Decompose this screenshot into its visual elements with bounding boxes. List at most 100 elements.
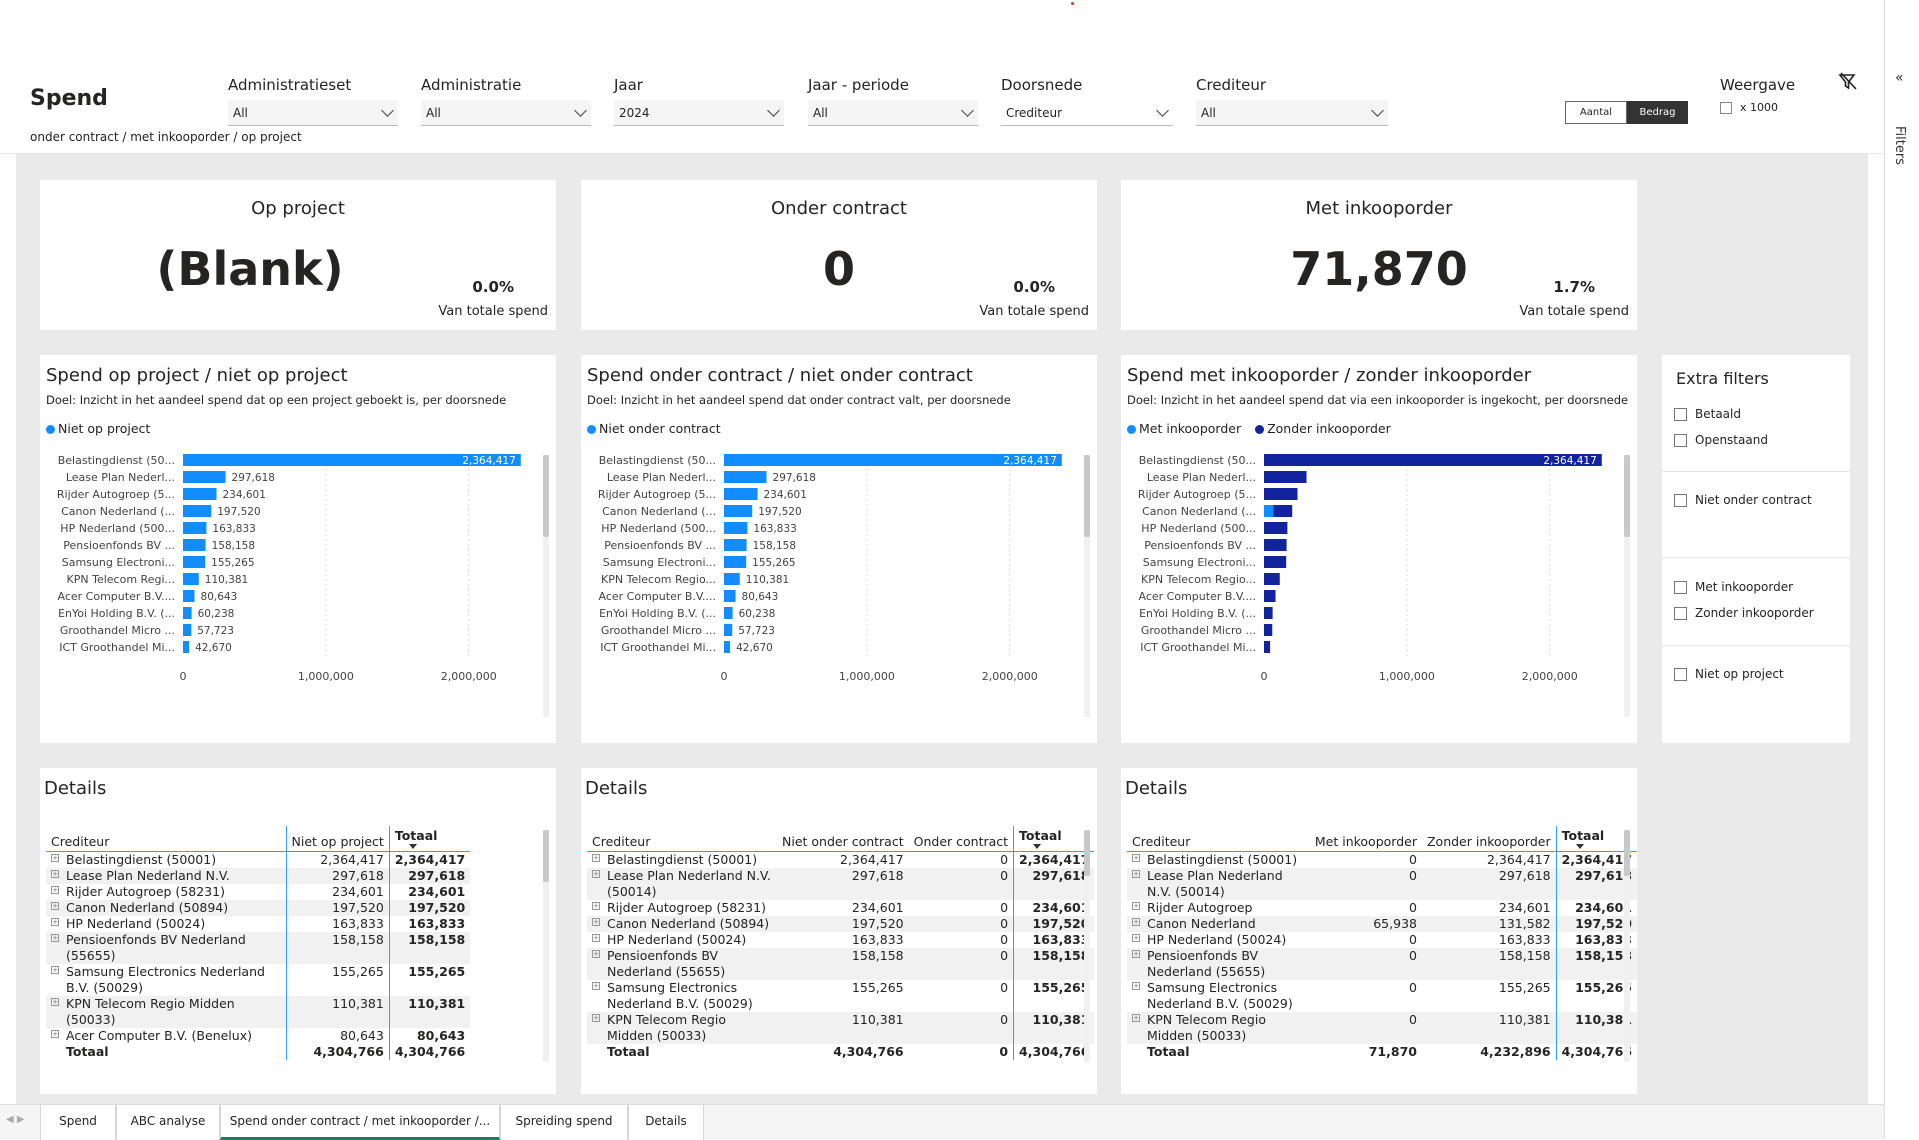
expand-icon[interactable]: + [1132, 1014, 1140, 1022]
table-row[interactable]: + Lease Plan Nederland N.V. (50014) 297,61… [587, 868, 1095, 900]
column-header[interactable]: Crediteur [46, 826, 287, 852]
table-row[interactable]: + Samsung Electronics Nederland B.V. (500… [587, 980, 1094, 1012]
legend-item[interactable]: Niet onder contract [587, 421, 721, 436]
clear-filters-icon[interactable] [1838, 72, 1858, 92]
column-header[interactable]: Zonder inkooporder [1421, 826, 1557, 852]
table-scrollbar[interactable] [543, 830, 549, 1062]
column-header[interactable]: Crediteur [1127, 826, 1310, 852]
slicer-crediteur[interactable]: Crediteur All [1196, 76, 1388, 126]
column-header[interactable]: Totaal [1556, 826, 1637, 852]
table-row[interactable]: + KPN Telecom Regio Midden (50033) 110,381… [587, 1012, 1095, 1044]
table-row[interactable]: + Rijder Autogroep 0 234,601 234,601 [1127, 900, 1637, 916]
slicer-administratie[interactable]: Administratie All [421, 76, 591, 126]
expand-icon[interactable]: + [51, 1030, 59, 1038]
legend-item[interactable]: Zonder inkooporder [1255, 421, 1391, 436]
table-row[interactable]: + Rijder Autogroep (58231) 234,601 0 234,601 [587, 900, 1094, 916]
legend-item[interactable]: Niet op project [46, 421, 150, 436]
chart-scrollbar[interactable] [1084, 455, 1090, 717]
slicer-administratieset[interactable]: Administratieset All [228, 76, 398, 126]
sort-descending-icon[interactable] [408, 844, 417, 849]
tab-nav-arrows-icon[interactable]: ◀ ▶ [6, 1114, 25, 1125]
checkbox[interactable] [1674, 668, 1687, 681]
sort-descending-icon[interactable] [1575, 844, 1584, 849]
expand-icon[interactable]: + [51, 902, 59, 910]
expand-icon[interactable]: + [1132, 902, 1140, 910]
column-header[interactable]: Met inkooporder [1309, 826, 1422, 852]
scrollbar-thumb[interactable] [1624, 830, 1630, 876]
table-row[interactable]: + KPN Telecom Regio Midden (50033) 0 110,38… [1127, 1012, 1637, 1044]
table-row[interactable]: + HP Nederland (50024) 0 163,833 163,833 [1127, 932, 1637, 948]
table-row[interactable]: + Acer Computer B.V. (Benelux) 80,643 80,64… [46, 1028, 470, 1044]
column-header[interactable]: Onder contract [908, 826, 1015, 852]
scrollbar-thumb[interactable] [543, 830, 549, 882]
expand-icon[interactable]: + [592, 934, 600, 942]
table-row[interactable]: + Belastingdienst (50001) 2,364,417 0 2,364,… [587, 851, 1094, 868]
slicer-doorsnede[interactable]: Doorsnede Crediteur [1001, 76, 1173, 126]
collapse-icon[interactable]: « [1895, 70, 1904, 86]
expand-icon[interactable]: + [51, 870, 59, 878]
filter-niet-onder-contract[interactable]: Niet onder contract [1674, 493, 1812, 507]
expand-icon[interactable]: + [51, 886, 59, 894]
table-row[interactable]: + Pensioenfonds BV Nederland (55655) 0 158,… [1127, 948, 1637, 980]
table-row[interactable]: + Lease Plan Nederland N.V. 297,618 297,618 [46, 868, 471, 884]
slicer-jaar-periode[interactable]: Jaar - periode All [808, 76, 978, 126]
x1000-checkbox[interactable] [1720, 102, 1732, 114]
expand-icon[interactable]: + [51, 934, 59, 942]
column-header[interactable]: Totaal [1013, 826, 1095, 852]
tab-spend[interactable]: Spend [40, 1105, 116, 1140]
chart-scrollbar[interactable] [1624, 455, 1630, 717]
table-row[interactable]: + Samsung Electronics Nederland B.V. (500… [1127, 980, 1637, 1012]
legend-item[interactable]: Met inkooporder [1127, 421, 1241, 436]
total-row[interactable]: Totaal 71,870 4,232,896 4,304,766 [1127, 1044, 1637, 1060]
column-header[interactable]: Niet onder contract [777, 826, 909, 852]
slicer-dropdown[interactable]: All [1196, 100, 1388, 126]
table-row[interactable]: + Belastingdienst (50001) 2,364,417 2,364,4… [46, 851, 470, 868]
tab-abc-analyse[interactable]: ABC analyse [116, 1105, 220, 1140]
tab-spend-onder-contract[interactable]: Spend onder contract / met inkooporder /… [220, 1105, 500, 1140]
slicer-dropdown[interactable]: All [808, 100, 978, 126]
table-row[interactable]: + Rijder Autogroep (58231) 234,601 234,601 [46, 884, 470, 900]
filter-pane[interactable]: « Filters [1884, 0, 1919, 1139]
expand-icon[interactable]: + [1132, 870, 1140, 878]
expand-icon[interactable]: + [592, 870, 600, 878]
table-scrollbar[interactable] [1084, 830, 1090, 1062]
checkbox[interactable] [1674, 434, 1687, 447]
expand-icon[interactable]: + [592, 854, 600, 862]
expand-icon[interactable]: + [51, 854, 59, 862]
total-row[interactable]: Totaal 4,304,766 0 4,304,766 [587, 1044, 1094, 1060]
checkbox[interactable] [1674, 607, 1687, 620]
expand-icon[interactable]: + [592, 1014, 600, 1022]
table-row[interactable]: + Samsung Electronics Nederland B.V. (500… [46, 964, 470, 996]
slicer-dropdown[interactable]: 2024 [614, 100, 784, 126]
tab-spreiding-spend[interactable]: Spreiding spend [500, 1105, 628, 1140]
bedrag-button[interactable]: Bedrag [1627, 101, 1688, 124]
scrollbar-thumb[interactable] [1084, 455, 1090, 537]
expand-icon[interactable]: + [1132, 982, 1140, 990]
table-row[interactable]: + HP Nederland (50024) 163,833 0 163,833 [587, 932, 1094, 948]
filter-niet-op-project[interactable]: Niet op project [1674, 667, 1784, 681]
checkbox[interactable] [1674, 494, 1687, 507]
expand-icon[interactable]: + [51, 966, 59, 974]
tab-details[interactable]: Details [628, 1105, 704, 1140]
expand-icon[interactable]: + [1132, 854, 1140, 862]
expand-icon[interactable]: + [51, 998, 59, 1006]
table-row[interactable]: + Canon Nederland 65,938 131,582 197,520 [1127, 916, 1637, 932]
column-header[interactable]: Crediteur [587, 826, 777, 852]
expand-icon[interactable]: + [592, 918, 600, 926]
table-row[interactable]: + Pensioenfonds BV Nederland (55655) 158,1… [587, 948, 1095, 980]
expand-icon[interactable]: + [592, 950, 600, 958]
expand-icon[interactable]: + [51, 918, 59, 926]
slicer-dropdown[interactable]: Crediteur [1001, 100, 1173, 126]
filter-openstaand[interactable]: Openstaand [1674, 433, 1768, 447]
checkbox[interactable] [1674, 408, 1687, 421]
checkbox[interactable] [1674, 581, 1687, 594]
filter-met-inkooporder[interactable]: Met inkooporder [1674, 580, 1793, 594]
expand-icon[interactable]: + [592, 902, 600, 910]
scrollbar-thumb[interactable] [543, 455, 549, 537]
sort-descending-icon[interactable] [1033, 844, 1042, 849]
filter-zonder-inkooporder[interactable]: Zonder inkooporder [1674, 606, 1814, 620]
slicer-dropdown[interactable]: All [228, 100, 398, 126]
expand-icon[interactable]: + [592, 982, 600, 990]
expand-icon[interactable]: + [1132, 918, 1140, 926]
scrollbar-thumb[interactable] [1084, 830, 1090, 876]
